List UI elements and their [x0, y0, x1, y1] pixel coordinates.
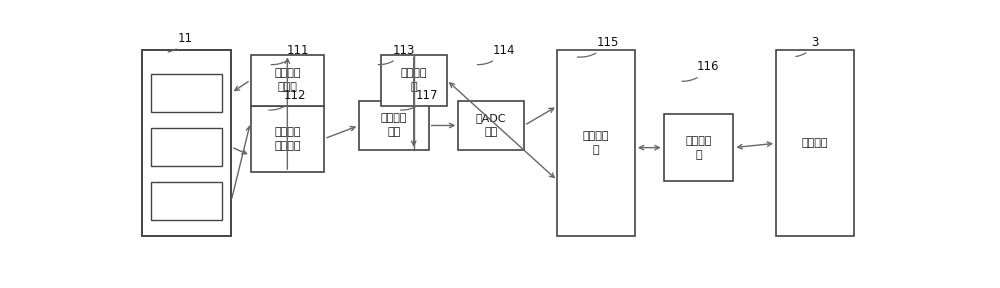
Text: 115: 115: [577, 36, 619, 57]
Text: 第二控制
器: 第二控制 器: [583, 131, 609, 155]
Text: 3: 3: [796, 36, 818, 56]
Bar: [251, 105, 324, 172]
Bar: [776, 50, 854, 236]
Text: 111: 111: [271, 44, 309, 65]
Text: 114: 114: [477, 44, 515, 65]
Text: 113: 113: [378, 44, 416, 65]
Bar: [151, 74, 222, 111]
Text: 第ADC
电路: 第ADC 电路: [476, 113, 506, 137]
Text: 117: 117: [401, 89, 438, 110]
Text: 模拟驱动
器右腿: 模拟驱动 器右腿: [274, 68, 301, 92]
Bar: [458, 101, 524, 150]
Text: 第二输出
口: 第二输出 口: [685, 136, 712, 160]
Bar: [664, 114, 733, 181]
Bar: [151, 182, 222, 219]
Text: 控制电路: 控制电路: [802, 138, 828, 148]
Bar: [251, 54, 324, 105]
Text: 116: 116: [682, 60, 719, 81]
Bar: [142, 50, 231, 236]
Text: 第二前置
放大电路: 第二前置 放大电路: [274, 127, 301, 151]
Text: 第二定时
器: 第二定时 器: [400, 68, 427, 92]
Bar: [381, 54, 447, 105]
Text: 第二滤波
电路: 第二滤波 电路: [381, 113, 407, 137]
Bar: [359, 101, 429, 150]
Text: 11: 11: [168, 32, 193, 52]
Bar: [557, 50, 635, 236]
Bar: [151, 128, 222, 166]
Text: 112: 112: [269, 89, 306, 110]
